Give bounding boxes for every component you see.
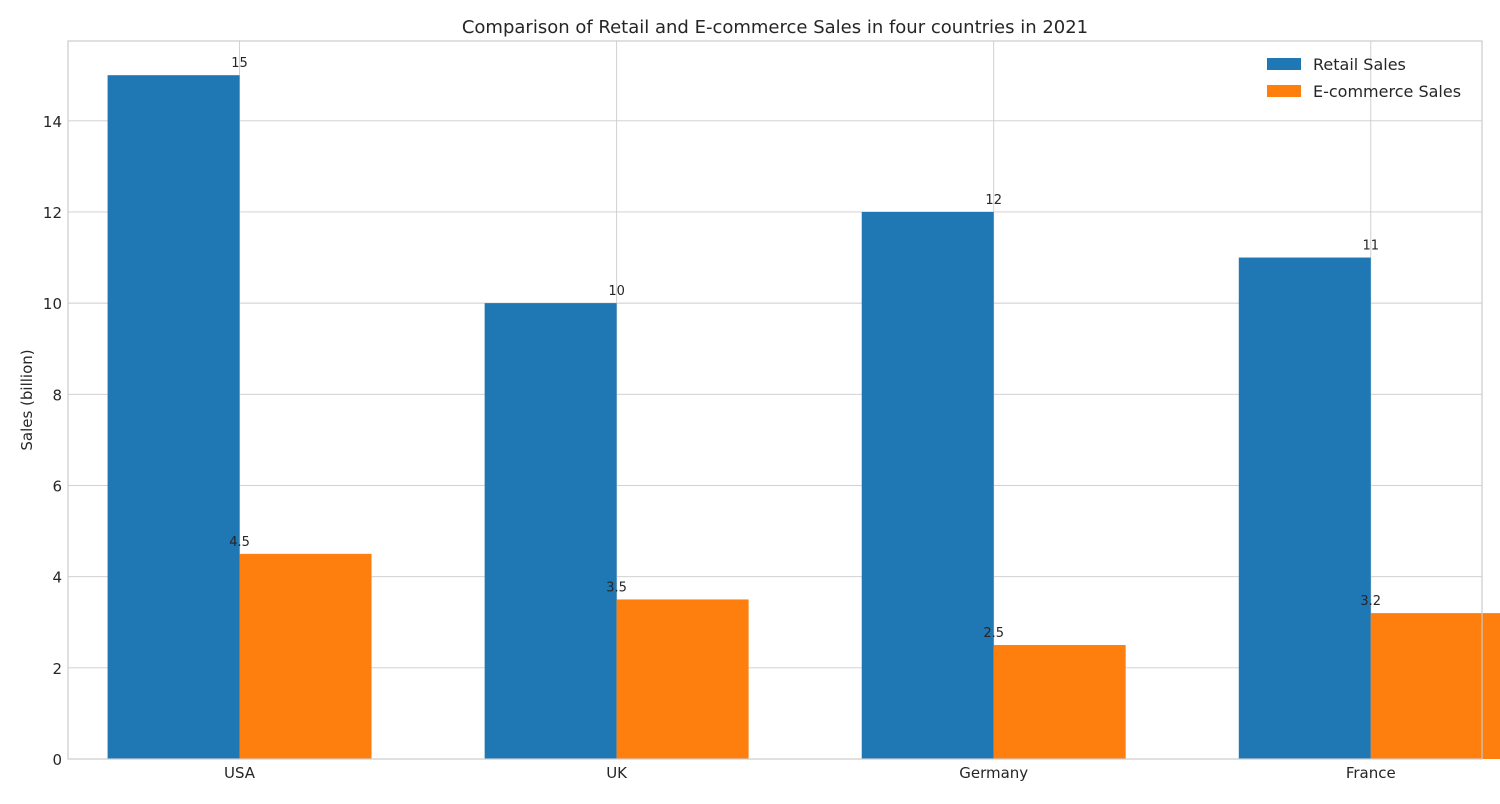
y-tick-label: 14 bbox=[43, 113, 62, 131]
bar-value-label: 3.2 bbox=[1360, 594, 1381, 609]
legend-swatch bbox=[1267, 58, 1301, 70]
y-tick-label: 0 bbox=[52, 751, 62, 769]
bars bbox=[107, 75, 1500, 759]
bar-value-label: 2.5 bbox=[983, 626, 1004, 641]
legend: Retail Sales E-commerce Sales bbox=[1267, 55, 1461, 101]
bar bbox=[1238, 257, 1371, 759]
bar bbox=[861, 211, 994, 759]
legend-swatch bbox=[1267, 85, 1301, 97]
y-tick-label: 12 bbox=[43, 204, 62, 222]
x-tick-label: UK bbox=[606, 764, 628, 782]
y-tick-label: 10 bbox=[43, 295, 62, 313]
plot-frame bbox=[67, 40, 1483, 760]
x-tick-label: USA bbox=[224, 764, 256, 782]
bar-value-label: 4.5 bbox=[229, 535, 250, 550]
bar bbox=[484, 303, 617, 759]
bar bbox=[107, 75, 240, 759]
y-tick-label: 6 bbox=[52, 477, 62, 495]
legend-label: E-commerce Sales bbox=[1313, 82, 1461, 101]
bar bbox=[993, 645, 1126, 759]
y-tick-label: 2 bbox=[52, 660, 62, 678]
bar bbox=[616, 599, 749, 759]
bar bbox=[1370, 613, 1500, 759]
x-tick-label: Germany bbox=[959, 764, 1028, 782]
legend-label: Retail Sales bbox=[1313, 55, 1406, 74]
bar-value-label: 15 bbox=[231, 56, 248, 71]
axes: 0 2 4 6 8 10 12 14 USA UK Germany France bbox=[43, 40, 1483, 782]
bar-value-label: 10 bbox=[608, 284, 625, 299]
bar bbox=[239, 553, 372, 759]
y-axis-label: Sales (billion) bbox=[18, 349, 36, 450]
bar-value-label: 3.5 bbox=[606, 580, 627, 595]
chart-title: Comparison of Retail and E-commerce Sale… bbox=[462, 17, 1088, 38]
bar-value-label: 12 bbox=[985, 193, 1002, 208]
data-labels: 15 10 12 11 4.5 3.5 2.5 3.2 bbox=[229, 56, 1381, 641]
bar-value-label: 11 bbox=[1362, 239, 1379, 254]
y-tick-label: 4 bbox=[52, 569, 62, 587]
x-tick-label: France bbox=[1346, 764, 1396, 782]
y-tick-label: 8 bbox=[52, 386, 62, 404]
